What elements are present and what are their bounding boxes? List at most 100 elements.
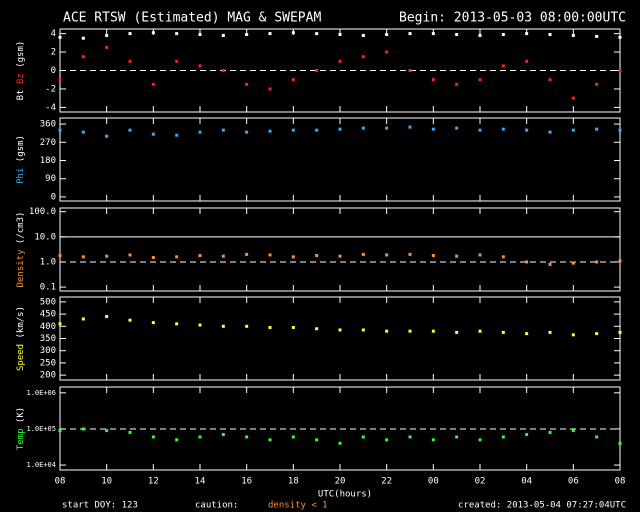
y-tick-label: 500 (40, 297, 56, 307)
data-point (571, 33, 575, 37)
data-point (431, 78, 435, 82)
data-point (175, 255, 179, 259)
data-point (245, 435, 249, 439)
data-point (501, 435, 505, 439)
y-label-part: (/cm3) (16, 212, 26, 245)
y-tick-label: 1.0E+05 (26, 425, 56, 433)
data-point (175, 133, 179, 137)
x-tick-label: 02 (475, 477, 486, 487)
data-point (198, 33, 202, 37)
y-axis-label: Speed (km/s) (16, 306, 26, 371)
data-point (81, 55, 85, 59)
data-point (431, 32, 435, 36)
data-point (361, 33, 365, 37)
data-point (571, 96, 575, 100)
data-point (128, 318, 132, 322)
data-point (221, 254, 225, 258)
y-tick-label: 0 (51, 192, 56, 202)
data-point (105, 254, 109, 258)
y-tick-label: 4 (51, 29, 56, 39)
y-tick-label: 270 (40, 138, 56, 148)
data-point (128, 59, 132, 63)
data-point (105, 429, 109, 433)
data-point (595, 127, 599, 131)
y-label-part: Speed (16, 344, 26, 371)
y-axis-label: Temp (K) (16, 407, 26, 450)
data-point (338, 328, 342, 332)
x-tick-label: 20 (335, 477, 346, 487)
y-axis-label: Phi (gsm) (16, 135, 26, 184)
data-point (175, 438, 179, 442)
data-point (151, 31, 155, 35)
start-doy: start DOY: 123 (62, 501, 138, 511)
data-point (291, 326, 295, 330)
data-point (431, 254, 435, 258)
data-point (455, 330, 459, 334)
data-point (455, 82, 459, 86)
y-tick-label: 180 (40, 156, 56, 166)
data-point (478, 329, 482, 333)
data-point (478, 33, 482, 37)
x-tick-label: 06 (568, 477, 579, 487)
data-point (58, 429, 62, 433)
y-label-part: (K) (16, 407, 26, 423)
data-point (525, 59, 529, 63)
x-axis-label: UTC(hours) (318, 490, 372, 500)
x-tick-label: 08 (55, 477, 66, 487)
data-point (198, 254, 202, 258)
data-point (128, 253, 132, 257)
y-tick-label: 2 (51, 48, 56, 58)
data-point (408, 69, 412, 72)
data-point (291, 128, 295, 132)
y-label-part: Temp (16, 429, 26, 451)
data-point (221, 324, 225, 328)
y-tick-label: 90 (45, 174, 56, 184)
data-point (618, 441, 622, 445)
data-point (525, 128, 529, 132)
data-point (198, 323, 202, 327)
data-point (105, 134, 109, 138)
y-tick-label: 400 (40, 322, 56, 332)
data-point (268, 326, 272, 330)
data-point (571, 261, 575, 265)
data-point (221, 433, 225, 437)
data-point (128, 128, 132, 132)
data-point (81, 427, 85, 431)
data-point (151, 435, 155, 439)
data-point (501, 64, 505, 68)
data-point (175, 322, 179, 326)
data-point (361, 55, 365, 59)
x-tick-label: 12 (148, 477, 159, 487)
data-point (338, 33, 342, 37)
data-point (525, 260, 529, 264)
x-tick-label: 14 (195, 477, 206, 487)
data-point (291, 78, 295, 82)
y-tick-label: -2 (45, 84, 56, 94)
data-point (455, 435, 459, 439)
created-time: created: 2013-05-04 07:27:04UTC (458, 501, 626, 511)
data-point (525, 332, 529, 336)
data-point (361, 435, 365, 439)
y-label-part: Bt (16, 89, 26, 100)
x-tick-label: 04 (521, 477, 532, 487)
data-point (385, 50, 389, 54)
data-point (338, 441, 342, 445)
data-point (81, 317, 85, 321)
data-point (58, 322, 62, 326)
data-point (571, 128, 575, 132)
begin-time: Begin: 2013-05-03 08:00:00UTC (399, 11, 626, 26)
data-point (618, 259, 622, 263)
data-point (501, 255, 505, 259)
x-tick-label: 16 (241, 477, 252, 487)
y-tick-label: 0.1 (40, 283, 56, 293)
y-label-part: (km/s) (16, 306, 26, 339)
data-point (291, 31, 295, 35)
data-point (431, 127, 435, 131)
data-point (478, 253, 482, 257)
data-point (58, 128, 62, 132)
data-point (128, 430, 132, 434)
data-point (315, 254, 319, 258)
x-tick-label: 18 (288, 477, 299, 487)
data-point (595, 260, 599, 264)
